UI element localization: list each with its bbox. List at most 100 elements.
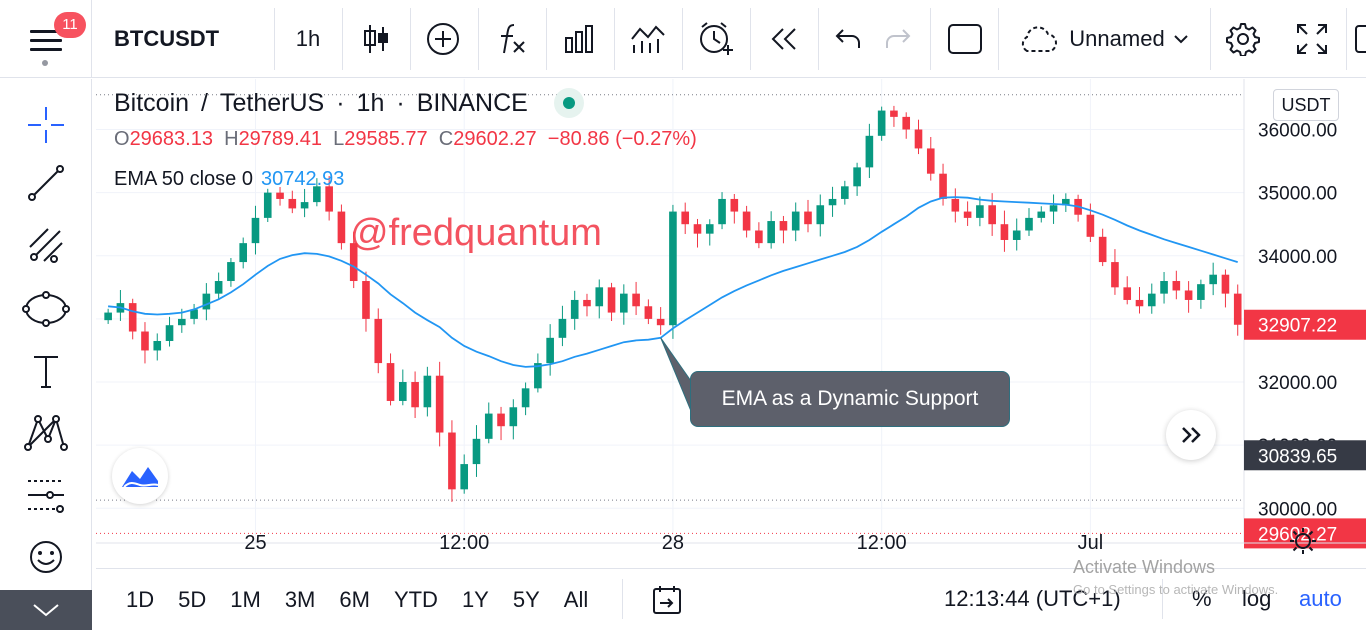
indicators-button[interactable] <box>480 8 542 70</box>
candle <box>1049 194 1058 224</box>
compare-button[interactable] <box>412 8 474 70</box>
candle <box>976 196 984 227</box>
line-tool-button[interactable] <box>616 8 680 70</box>
currency-button[interactable]: USDT <box>1273 89 1339 121</box>
date-range-selector: 1D 5D 1M 3M 6M YTD 1Y 5Y All <box>114 569 600 630</box>
candle-body <box>521 388 530 408</box>
drawing-toolbar <box>0 79 92 630</box>
shape-tool[interactable] <box>22 285 70 333</box>
ema-legend[interactable]: EMA 50 close 0 30742.93 <box>114 168 344 191</box>
symbol-search-button[interactable]: BTCUSDT <box>114 26 220 51</box>
candle <box>484 402 493 444</box>
legend-separator: / <box>201 88 208 117</box>
range-5y[interactable]: 5Y <box>512 587 540 612</box>
range-3m[interactable]: 3M <box>284 587 316 612</box>
candle-body <box>263 192 272 218</box>
pattern-tool[interactable] <box>22 409 70 457</box>
candle-body <box>1172 281 1181 291</box>
candle-body <box>276 192 284 199</box>
layout-name-button[interactable]: Unnamed <box>1000 8 1206 70</box>
candle <box>755 222 763 249</box>
trend-line-icon <box>28 165 64 201</box>
candle <box>779 215 788 244</box>
replay-button[interactable] <box>752 8 816 70</box>
candle <box>791 202 800 242</box>
market-open-icon <box>553 88 584 118</box>
candle <box>214 272 223 300</box>
redo-button[interactable] <box>874 8 922 70</box>
notification-badge: 11 <box>54 12 86 38</box>
candle-body <box>313 186 321 203</box>
range-6m[interactable]: 6M <box>339 587 370 612</box>
candle <box>313 178 321 207</box>
candle <box>153 333 162 361</box>
candle <box>570 290 579 330</box>
candle <box>1000 210 1009 252</box>
alert-clock-icon <box>700 22 733 55</box>
candle <box>1098 228 1107 267</box>
undo-icon <box>835 29 860 48</box>
settings-button[interactable] <box>1214 8 1272 70</box>
chart-settings-button[interactable] <box>1288 526 1318 561</box>
replay-icon <box>771 28 796 50</box>
candle <box>583 293 591 317</box>
candles-icon <box>364 25 388 53</box>
candle <box>767 211 775 249</box>
candle <box>362 271 370 332</box>
menu-button[interactable]: 11 <box>0 0 92 78</box>
text-tool[interactable] <box>22 347 70 395</box>
templates-button[interactable] <box>548 8 610 70</box>
candle <box>841 180 849 205</box>
panel-icon <box>1355 25 1366 53</box>
price-chart[interactable]: 36000.0035000.0034000.0033000.0032000.00… <box>96 79 1366 568</box>
percent-scale-button[interactable]: % <box>1192 586 1212 611</box>
toolbar-expand-button[interactable] <box>0 590 92 630</box>
range-1m[interactable]: 1M <box>230 587 261 612</box>
candle-body <box>349 243 358 282</box>
candle-body <box>190 309 198 319</box>
icons-tool[interactable] <box>22 533 70 581</box>
high-value: 29789.41 <box>238 128 322 150</box>
candle-body <box>767 221 775 244</box>
candle <box>890 105 898 127</box>
prediction-tool[interactable] <box>22 471 70 519</box>
candle <box>1197 279 1205 309</box>
timezone-clock[interactable]: 12:13:44 (UTC+1) <box>944 586 1121 611</box>
chart-type-button[interactable] <box>346 8 406 70</box>
candle-body <box>325 186 333 212</box>
range-1y[interactable]: 1Y <box>461 587 489 612</box>
close-label: C <box>438 128 454 150</box>
candle-body <box>251 217 260 244</box>
range-1d[interactable]: 1D <box>126 587 155 612</box>
tradingview-logo[interactable] <box>112 448 168 504</box>
log-scale-button[interactable]: log <box>1242 586 1272 611</box>
interval-button[interactable]: 1h <box>295 26 321 51</box>
ema-line <box>108 196 1238 368</box>
annotation-callout[interactable]: EMA as a Dynamic Support <box>690 371 1010 427</box>
crosshair-tool[interactable] <box>22 101 70 149</box>
candle-body <box>484 413 493 439</box>
range-5d[interactable]: 5D <box>178 587 207 612</box>
snapshot-button[interactable] <box>1354 8 1366 70</box>
legend-interval: 1h <box>356 88 385 117</box>
fullscreen-button[interactable] <box>1282 8 1342 70</box>
trend-line-tool[interactable] <box>22 159 70 207</box>
forecast-icon <box>28 480 64 513</box>
candle-body <box>644 306 653 319</box>
scroll-to-realtime-button[interactable] <box>1166 410 1216 460</box>
price-axis[interactable]: 36000.0035000.0034000.0033000.0032000.00… <box>1243 79 1366 549</box>
candle-body <box>178 318 186 326</box>
candle-body <box>300 202 309 209</box>
symbol-legend[interactable]: Bitcoin / TetherUS · 1h · BINANCE <box>114 88 584 118</box>
auto-scale-button[interactable]: auto <box>1299 586 1342 611</box>
time-axis[interactable]: 25 12:00 28 12:00 Jul <box>96 532 1366 554</box>
range-ytd[interactable]: YTD <box>393 587 438 612</box>
alert-button[interactable] <box>684 8 748 70</box>
fib-tool[interactable] <box>22 221 70 269</box>
undo-button[interactable] <box>824 8 872 70</box>
candle <box>1160 272 1168 304</box>
range-all[interactable]: All <box>563 587 589 612</box>
candle <box>705 219 714 246</box>
goto-date-button[interactable] <box>652 585 684 620</box>
layout-select-button[interactable] <box>934 8 996 70</box>
